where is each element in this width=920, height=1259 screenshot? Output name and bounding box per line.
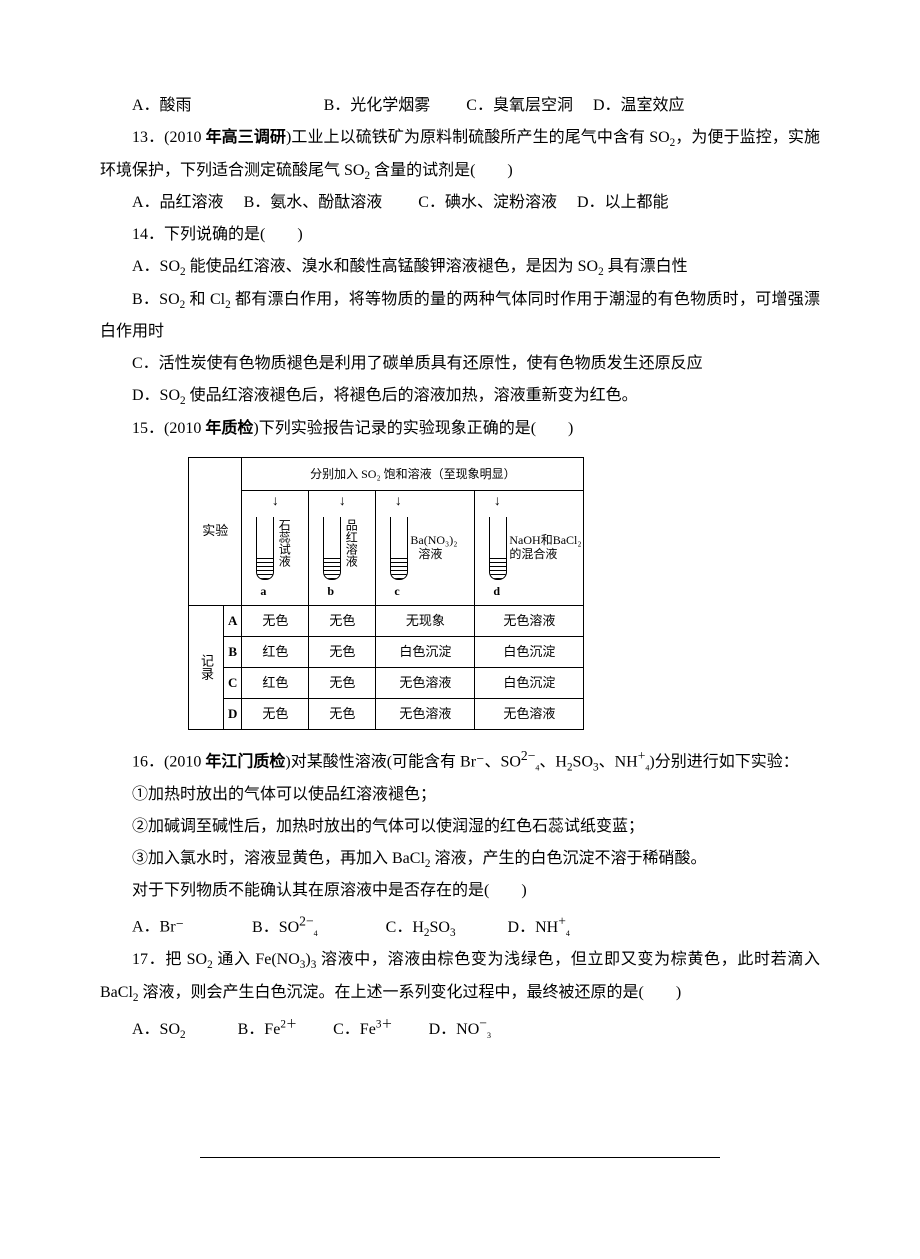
test-tube-icon xyxy=(390,517,408,580)
tube-b-label: 品红溶液 xyxy=(343,519,357,567)
q14-stem: 14．下列说确的是( ) xyxy=(100,219,820,251)
q16-stem: 16．(2010 年江门质检)对某酸性溶液(可能含有 Br⁻、SO2−4、H2S… xyxy=(100,742,820,779)
q16-ask: 对于下列物质不能确认其在原溶液中是否存在的是( ) xyxy=(100,875,820,907)
arrow-down-icon: ↓ xyxy=(272,495,279,509)
q12-optB: B．光化学烟雾 xyxy=(324,97,431,114)
tube-c-letter: c xyxy=(394,579,399,603)
q12-options: A．酸雨 B．光化学烟雾 C．臭氧层空洞 D．温室效应 xyxy=(100,90,820,122)
table-row: C 红色 无色 无色溶液 白色沉淀 xyxy=(189,667,584,698)
q17-optC: C．Fe3＋ xyxy=(333,1021,392,1038)
tube-c-label: Ba(NO₃)₂ 溶液 xyxy=(410,533,457,562)
q15-stem: 15．(2010 年质检)下列实验报告记录的实验现象正确的是( ) xyxy=(100,413,820,445)
exp-label: 实验 xyxy=(189,457,242,605)
q17-optB: B．Fe2＋ xyxy=(238,1021,297,1038)
record-label: 记录 xyxy=(189,605,224,729)
arrow-down-icon: ↓ xyxy=(339,495,346,509)
q16-step2: ②加碱调至碱性后，加热时放出的气体可以使润湿的红色石蕊试纸变蓝； xyxy=(100,811,820,843)
q13-optA: A．品红溶液 xyxy=(132,194,224,211)
table-row: D 无色 无色 无色溶液 无色溶液 xyxy=(189,698,584,729)
footer-divider xyxy=(200,1157,720,1158)
tube-d-label: NaOH和BaCl₂ 的混合液 xyxy=(509,533,581,562)
test-tube-icon xyxy=(489,517,507,580)
q17-optD: D．NO−3 xyxy=(429,1021,491,1038)
q16-optA: A．Br⁻ xyxy=(132,919,184,936)
tube-a-label: 石蕊试液 xyxy=(276,519,290,567)
q16-optC: C．H2SO3 xyxy=(386,919,456,936)
q12-optD: D．温室效应 xyxy=(593,97,685,114)
tube-a-cell: ↓ 石蕊试液 a xyxy=(242,490,309,605)
q16-step1: ①加热时放出的气体可以使品红溶液褪色； xyxy=(100,779,820,811)
q14-optB: B．SO2 和 Cl2 都有漂白作用，将等物质的量的两种气体同时作用于潮湿的有色… xyxy=(100,284,820,349)
q14-optA: A．SO2 能使品红溶液、溴水和酸性高锰酸钾溶液褪色，是因为 SO2 具有漂白性 xyxy=(100,251,820,284)
tube-b-letter: b xyxy=(327,579,334,603)
q17-options: A．SO2 B．Fe2＋ C．Fe3＋ D．NO−3 xyxy=(100,1010,820,1047)
test-tube-icon xyxy=(256,517,274,580)
table-row: 记录 A 无色 无色 无现象 无色溶液 xyxy=(189,605,584,636)
q13-options: A．品红溶液 B．氨水、酚酞溶液 C．碘水、淀粉溶液 D．以上都能 xyxy=(100,187,820,219)
q16-optD: D．NH+4 xyxy=(508,919,570,936)
q13-optD: D．以上都能 xyxy=(577,194,669,211)
q12-optA: A．酸雨 xyxy=(132,97,192,114)
table-header: 分别加入 SO₂ 饱和溶液（至现象明显） xyxy=(242,457,584,490)
q16-step3: ③加入氯水时，溶液显黄色，再加入 BaCl2 溶液，产生的白色沉淀不溶于稀硝酸。 xyxy=(100,843,820,876)
tube-d-letter: d xyxy=(493,579,500,603)
arrow-down-icon: ↓ xyxy=(494,495,501,509)
tube-b-cell: ↓ 品红溶液 b xyxy=(309,490,376,605)
tube-d-cell: ↓ NaOH和BaCl₂ 的混合液 d xyxy=(475,490,584,605)
arrow-down-icon: ↓ xyxy=(395,495,402,509)
q12-optC: C．臭氧层空洞 xyxy=(466,97,573,114)
tube-a-letter: a xyxy=(260,579,266,603)
test-tube-icon xyxy=(323,517,341,580)
table-row: B 红色 无色 白色沉淀 白色沉淀 xyxy=(189,636,584,667)
q17-optA: A．SO2 xyxy=(132,1021,186,1038)
q17-stem: 17．把 SO2 通入 Fe(NO3)3 溶液中，溶液由棕色变为浅绿色，但立即又… xyxy=(100,944,820,1009)
tube-c-cell: ↓ Ba(NO₃)₂ 溶液 c xyxy=(376,490,475,605)
q16-options: A．Br⁻ B．SO2−4 C．H2SO3 D．NH+4 xyxy=(100,907,820,944)
q13-optC: C．碘水、淀粉溶液 xyxy=(418,194,557,211)
q14-optC: C．活性炭使有色物质褪色是利用了碳单质具有还原性，使有色物质发生还原反应 xyxy=(100,348,820,380)
q16-optB: B．SO2−4 xyxy=(252,919,318,936)
q14-optD: D．SO2 使品红溶液褪色后，将褪色后的溶液加热，溶液重新变为红色。 xyxy=(100,380,820,413)
q13-stem: 13．(2010 年高三调研)工业上以硫铁矿为原料制硫酸所产生的尾气中含有 SO… xyxy=(100,122,820,187)
q13-optB: B．氨水、酚酞溶液 xyxy=(244,194,383,211)
q15-experiment-table: 实验 分别加入 SO₂ 饱和溶液（至现象明显） ↓ 石蕊试液 a ↓ 品红溶液 … xyxy=(188,457,820,730)
